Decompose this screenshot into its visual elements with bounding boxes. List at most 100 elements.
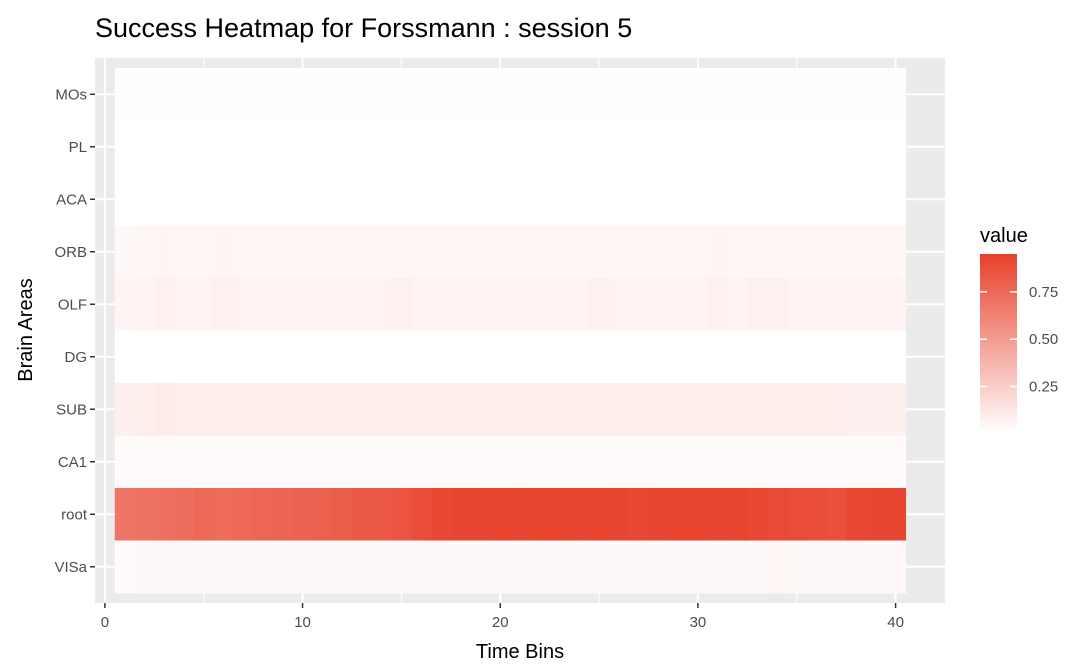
heatmap-cell — [272, 68, 294, 121]
heatmap-cell — [826, 540, 847, 594]
heatmap-cell — [767, 383, 788, 436]
x-tick-label: 0 — [101, 614, 109, 631]
heatmap-cell — [114, 435, 136, 489]
heatmap-cell — [569, 278, 590, 331]
heatmap-cell — [608, 225, 630, 279]
heatmap-cell — [747, 435, 768, 489]
heatmap-cell — [806, 173, 827, 226]
heatmap-cell — [391, 435, 412, 489]
heatmap-cell — [608, 435, 630, 489]
heatmap-cell — [371, 68, 393, 121]
heatmap-cell — [233, 278, 254, 331]
heatmap-cell — [806, 225, 827, 279]
heatmap-cell — [213, 120, 234, 174]
heatmap-cell — [865, 435, 887, 489]
heatmap-cell — [292, 540, 314, 594]
heatmap-cell — [253, 225, 274, 279]
heatmap-cell — [688, 435, 709, 489]
heatmap-cell — [549, 120, 571, 174]
heatmap-cell — [193, 383, 215, 436]
heatmap-cell — [727, 435, 748, 489]
heatmap-cell — [688, 383, 709, 436]
heatmap-cell — [174, 435, 195, 489]
heatmap-cell — [628, 120, 650, 174]
heatmap-cell — [154, 173, 175, 226]
heatmap-cell — [885, 225, 907, 279]
heatmap-cell — [233, 173, 254, 226]
heatmap-cell — [312, 540, 333, 594]
heatmap-cell — [826, 383, 847, 436]
heatmap-tiles — [114, 68, 907, 594]
heatmap-cell — [213, 488, 234, 541]
heatmap-cell — [371, 435, 393, 489]
heatmap-cell — [193, 68, 215, 121]
x-tick-label: 40 — [887, 614, 904, 631]
heatmap-cell — [371, 120, 393, 174]
heatmap-cell — [253, 488, 274, 541]
heatmap-cell — [213, 225, 234, 279]
heatmap-cell — [490, 383, 511, 436]
heatmap-cell — [114, 278, 136, 331]
heatmap-cell — [272, 278, 294, 331]
heatmap-cell — [213, 435, 234, 489]
heatmap-cell — [154, 540, 175, 594]
y-axis-title: Brain Areas — [15, 278, 37, 381]
heatmap-cell — [628, 383, 650, 436]
heatmap-cell — [589, 383, 610, 436]
heatmap-cell — [648, 540, 669, 594]
heatmap-cell — [213, 383, 234, 436]
heatmap-cell — [490, 68, 511, 121]
heatmap-cell — [272, 120, 294, 174]
heatmap-cell — [786, 225, 808, 279]
heatmap-cell — [134, 330, 155, 384]
heatmap-cell — [786, 278, 808, 331]
heatmap-cell — [174, 225, 195, 279]
heatmap-cell — [510, 278, 531, 331]
heatmap-cell — [490, 540, 511, 594]
heatmap-cell — [470, 488, 491, 541]
heatmap-cell — [114, 120, 136, 174]
heatmap-cell — [767, 540, 788, 594]
heatmap-cell — [470, 383, 491, 436]
heatmap-cell — [549, 435, 571, 489]
heatmap-cell — [154, 225, 175, 279]
heatmap-cell — [589, 540, 610, 594]
heatmap-cell — [351, 330, 373, 384]
heatmap-cell — [114, 540, 136, 594]
heatmap-cell — [668, 330, 689, 384]
heatmap-cell — [332, 330, 353, 384]
heatmap-cell — [885, 435, 907, 489]
heatmap-cell — [608, 173, 630, 226]
heatmap-cell — [806, 330, 827, 384]
heatmap-cell — [351, 278, 373, 331]
heatmap-cell — [608, 68, 630, 121]
y-axis: MOs PL ACA ORB OLF DG SUB CA1 root VISa — [54, 86, 95, 576]
heatmap-cell — [826, 330, 847, 384]
heatmap-cell — [272, 173, 294, 226]
heatmap-cell — [253, 120, 274, 174]
heatmap-cell — [727, 488, 748, 541]
heatmap-cell — [174, 540, 195, 594]
heatmap-cell — [786, 173, 808, 226]
heatmap-cell — [391, 540, 412, 594]
heatmap-cell — [134, 383, 155, 436]
heatmap-cell — [549, 278, 571, 331]
x-tick-label: 30 — [690, 614, 707, 631]
heatmap-cell — [707, 540, 729, 594]
heatmap-cell — [312, 278, 333, 331]
heatmap-cell — [589, 225, 610, 279]
heatmap-cell — [826, 435, 847, 489]
heatmap-cell — [747, 540, 768, 594]
heatmap-cell — [490, 278, 511, 331]
heatmap-cell — [371, 225, 393, 279]
heatmap-cell — [233, 120, 254, 174]
heatmap-cell — [865, 278, 887, 331]
heatmap-cell — [312, 225, 333, 279]
heatmap-cell — [569, 383, 590, 436]
heatmap-cell — [431, 278, 452, 331]
heatmap-cell — [292, 330, 314, 384]
y-tick-label: OLF — [58, 296, 87, 313]
heatmap-cell — [450, 488, 472, 541]
heatmap-cell — [193, 488, 215, 541]
